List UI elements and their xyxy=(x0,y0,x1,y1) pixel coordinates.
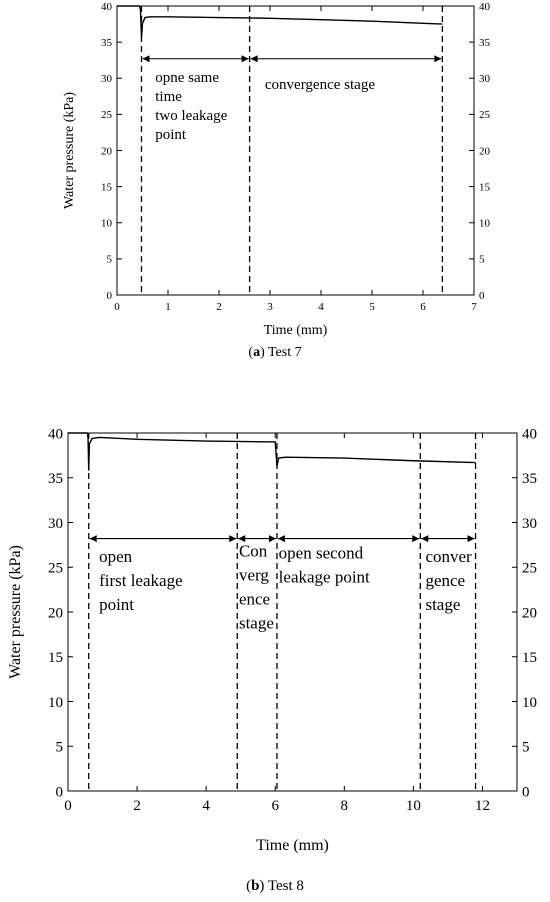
stage-annotation: point xyxy=(99,595,134,614)
arrow-head-left xyxy=(421,535,429,543)
stage-annotation: gence xyxy=(425,571,465,590)
x-axis-label: Time (mm) xyxy=(264,323,328,338)
y-tick-label-right: 10 xyxy=(522,695,537,711)
y-tick-label-left: 5 xyxy=(56,740,64,756)
y-axis-label: Water pressure (kPa) xyxy=(7,545,24,679)
stage-annotation: ence xyxy=(239,590,270,609)
arrow-head-right xyxy=(229,535,237,543)
y-tick-label-right: 15 xyxy=(522,650,537,666)
stage-annotation: two leakage xyxy=(155,108,227,124)
stage-annotation: stage xyxy=(239,614,274,633)
y-tick-label-right: 10 xyxy=(479,218,491,230)
x-tick-label: 0 xyxy=(114,301,120,313)
y-tick-label-right: 0 xyxy=(522,784,530,800)
x-tick-label: 2 xyxy=(216,301,222,313)
y-tick-label-right: 35 xyxy=(479,37,491,49)
x-axis-label: Time (mm) xyxy=(256,837,329,854)
stage-annotation: verg xyxy=(239,566,269,585)
y-tick-label-right: 30 xyxy=(522,516,537,532)
x-tick-label: 6 xyxy=(271,798,279,814)
y-tick-label-right: 0 xyxy=(479,290,485,302)
y-tick-label-left: 5 xyxy=(107,254,113,266)
arrow-head-right xyxy=(412,535,420,543)
y-tick-label-left: 10 xyxy=(101,218,113,230)
stage-annotation: opne same xyxy=(155,70,219,86)
arrow-head-left xyxy=(250,55,258,63)
y-tick-label-left: 20 xyxy=(101,145,113,157)
x-tick-label: 1 xyxy=(165,301,171,313)
y-axis-label: Water pressure (kPa) xyxy=(62,92,77,209)
y-tick-label-left: 15 xyxy=(48,650,63,666)
x-tick-label: 3 xyxy=(267,301,273,313)
arrow-head-right xyxy=(434,55,442,63)
y-tick-label-right: 5 xyxy=(479,254,485,266)
y-tick-label-left: 15 xyxy=(101,181,113,193)
y-tick-label-right: 30 xyxy=(479,73,491,85)
y-tick-label-left: 20 xyxy=(48,605,63,621)
arrow-head-right xyxy=(467,535,475,543)
y-tick-label-right: 25 xyxy=(522,561,537,577)
x-tick-label: 12 xyxy=(475,798,490,814)
y-tick-label-right: 40 xyxy=(479,1,491,13)
y-tick-label-left: 0 xyxy=(56,784,64,800)
y-tick-label-right: 20 xyxy=(522,605,537,621)
y-tick-label-left: 40 xyxy=(48,426,63,442)
arrow-head-left xyxy=(142,55,150,63)
stage-annotation: open second xyxy=(279,543,364,562)
y-tick-label-left: 0 xyxy=(107,290,113,302)
x-tick-label: 7 xyxy=(471,301,477,313)
arrow-head-left xyxy=(277,535,285,543)
y-tick-label-right: 5 xyxy=(522,740,530,756)
stage-annotation: stage xyxy=(425,595,460,614)
caption-letter: b xyxy=(251,878,259,894)
arrow-head-left xyxy=(89,535,97,543)
y-tick-label-right: 20 xyxy=(479,145,491,157)
caption-letter: a xyxy=(253,345,260,360)
stage-annotation: open xyxy=(99,547,133,566)
y-tick-label-right: 40 xyxy=(522,426,537,442)
arrow-head-right xyxy=(241,55,249,63)
stage-annotation: point xyxy=(155,127,187,143)
y-tick-label-left: 25 xyxy=(101,109,113,121)
x-tick-label: 4 xyxy=(202,798,210,814)
stage-annotation: conver xyxy=(425,547,472,566)
arrow-head-left xyxy=(238,535,246,543)
x-tick-label: 0 xyxy=(64,798,72,814)
stage-annotation: convergence stage xyxy=(265,77,375,93)
y-tick-label-left: 10 xyxy=(48,695,63,711)
y-tick-label-left: 35 xyxy=(48,471,63,487)
caption-text: Test 7 xyxy=(265,345,302,360)
y-tick-label-right: 25 xyxy=(479,109,491,121)
y-tick-label-left: 30 xyxy=(101,73,113,85)
x-tick-label: 4 xyxy=(318,301,324,313)
x-tick-label: 2 xyxy=(133,798,141,814)
figure-caption: (b) Test 8 xyxy=(246,878,304,894)
stage-annotation: leakage point xyxy=(279,567,370,586)
stage-annotation: Con xyxy=(239,542,268,561)
caption-text: Test 8 xyxy=(264,878,304,894)
stage-annotation: time xyxy=(155,89,182,105)
x-tick-label: 6 xyxy=(420,301,426,313)
y-tick-label-right: 35 xyxy=(522,471,537,487)
stage-annotation: first leakage xyxy=(99,571,183,590)
pressure-series-line xyxy=(68,432,476,471)
y-tick-label-left: 30 xyxy=(48,516,63,532)
y-tick-label-right: 15 xyxy=(479,181,491,193)
y-tick-label-left: 35 xyxy=(101,37,113,49)
y-tick-label-left: 25 xyxy=(48,561,63,577)
x-tick-label: 5 xyxy=(369,301,375,313)
x-tick-label: 10 xyxy=(406,798,421,814)
pressure-series-line xyxy=(117,5,443,38)
figure-caption: (a) Test 7 xyxy=(248,345,301,360)
y-tick-label-left: 40 xyxy=(101,1,113,13)
arrow-head-right xyxy=(268,535,276,543)
x-tick-label: 8 xyxy=(341,798,349,814)
